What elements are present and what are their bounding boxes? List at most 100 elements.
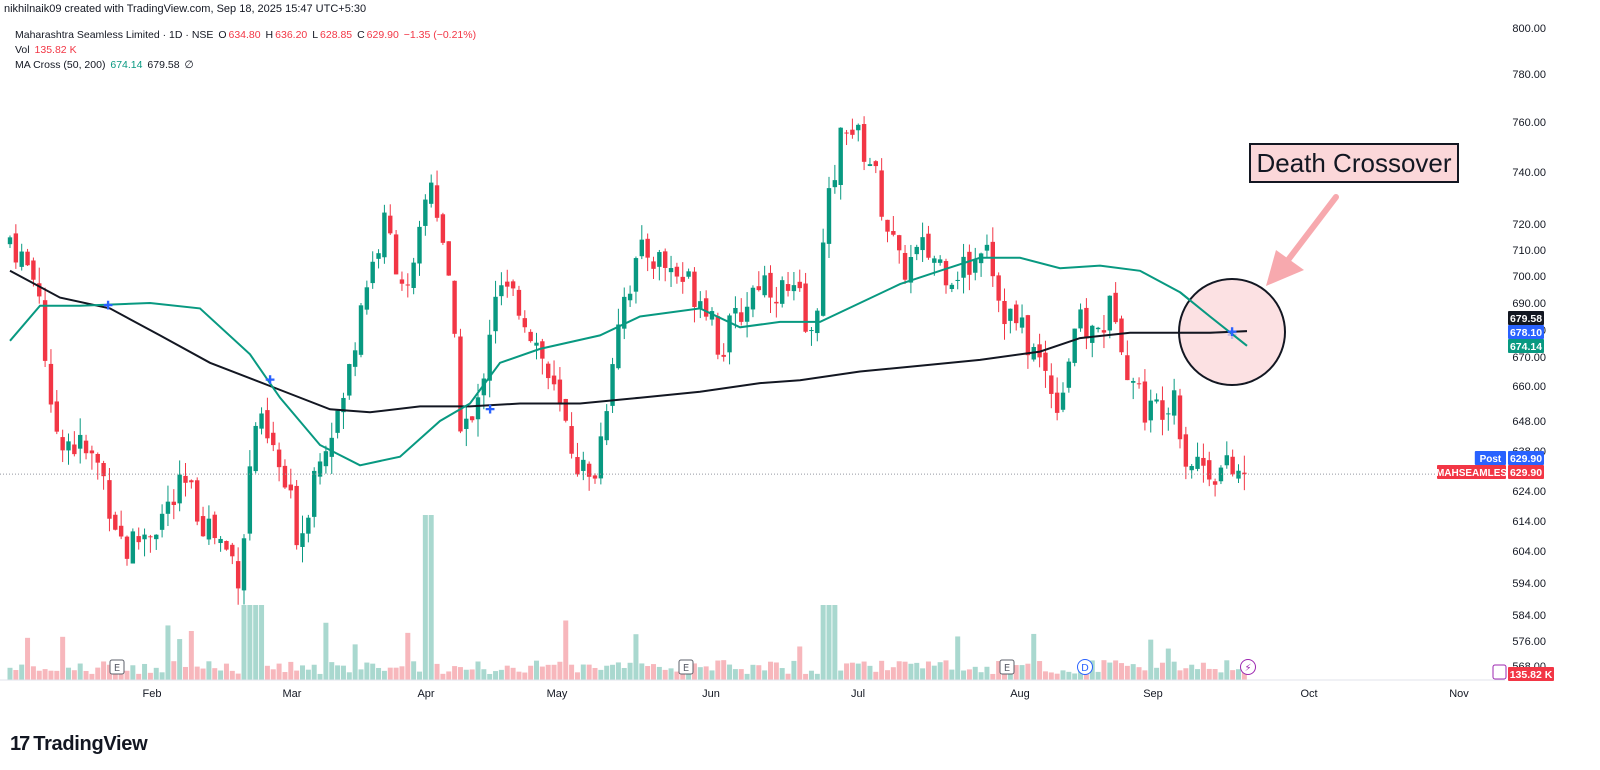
ma-extra: ∅ — [184, 59, 194, 71]
candle-body — [809, 330, 814, 332]
volume-bar — [1195, 669, 1201, 680]
volume-bar — [896, 661, 902, 680]
candle-body — [1189, 465, 1194, 471]
volume-bar — [539, 666, 545, 680]
volume-bar — [756, 665, 762, 680]
candle-body — [376, 253, 381, 259]
volume-bar — [417, 671, 422, 680]
candle-body — [171, 501, 176, 505]
candle-body — [1002, 301, 1007, 325]
volume-bar — [54, 670, 60, 680]
volume-bar — [358, 669, 364, 680]
volume-bar — [206, 661, 212, 680]
open-label: O — [218, 29, 227, 41]
candle-body — [826, 188, 832, 244]
volume-bar — [1113, 660, 1119, 680]
volume-bar — [1154, 667, 1160, 680]
price-badge — [1508, 465, 1544, 479]
volume-bar — [937, 662, 943, 680]
volume-bar — [440, 673, 446, 680]
volume-bar — [563, 620, 569, 680]
volume-bar — [223, 663, 229, 680]
candles — [7, 116, 1247, 605]
volume-bar — [487, 673, 493, 680]
dividend-event-icon — [1077, 659, 1093, 675]
candle-body — [1212, 481, 1218, 485]
price-axis: 800.00 780.00 760.00 740.00 720.00 710.00 700.… — [1512, 23, 1546, 673]
month-label: Aug — [1010, 688, 1030, 700]
volume-bar — [656, 666, 662, 680]
volume-bar — [885, 670, 890, 680]
candle-body — [1090, 325, 1095, 343]
callout-arrowhead — [1266, 250, 1304, 286]
candle-body — [499, 285, 504, 297]
candle-body — [1008, 308, 1013, 321]
candle-body — [31, 260, 36, 280]
volume-bar — [124, 670, 130, 680]
candle-body — [1218, 467, 1224, 482]
volume-bar — [1042, 671, 1048, 680]
candle-body — [1084, 307, 1089, 339]
volume-bar — [422, 515, 428, 680]
month-label: Mar — [283, 688, 302, 700]
price-tick-label: 670.00 — [1512, 352, 1546, 364]
candle-body — [235, 561, 241, 589]
volume-bar — [1189, 664, 1195, 680]
volume-bar — [83, 670, 89, 680]
candle-body — [668, 268, 674, 273]
candle-body — [967, 251, 972, 275]
volume-bar — [949, 669, 955, 680]
symbol-legend: Maharashtra Seamless Limited · 1D · NSE … — [15, 29, 478, 41]
volume-bar — [142, 663, 148, 680]
price-tick-label: 800.00 — [1512, 23, 1546, 35]
candle-body — [756, 286, 761, 291]
volume-bar — [147, 672, 153, 680]
price-tick-label: 660.00 — [1512, 381, 1546, 393]
volume-bar — [364, 662, 370, 680]
candle-body — [569, 426, 574, 454]
volume-bar — [171, 661, 177, 680]
low-label: L — [312, 29, 319, 41]
volume-bar — [282, 672, 288, 680]
candle-body — [516, 289, 522, 316]
candle-body — [739, 312, 744, 322]
volume-legend: Vol 135.82 K — [15, 44, 79, 56]
split-event-icon — [1240, 659, 1256, 675]
volume-bar — [966, 669, 972, 680]
change-value: −1.35 (−0.21%) — [403, 29, 477, 41]
candle-body — [592, 475, 598, 479]
candle-body — [177, 474, 182, 504]
volume-bar — [130, 665, 136, 680]
candle-body — [37, 283, 42, 297]
volume-bar — [1066, 671, 1072, 680]
volume-bar — [457, 667, 463, 680]
candle-body — [54, 401, 59, 432]
price-tick-label: 624.00 — [1512, 486, 1546, 498]
candle-body — [1119, 318, 1124, 353]
price-tick-label: 594.00 — [1512, 578, 1546, 590]
volume-bar — [276, 663, 282, 680]
candle-body — [1049, 375, 1054, 394]
candle-body — [762, 275, 767, 296]
candle-body — [1201, 457, 1206, 466]
candle-body — [768, 272, 773, 298]
volume-bar — [376, 667, 382, 680]
volume-bar — [773, 662, 779, 680]
price-tick-label: 710.00 — [1512, 245, 1546, 257]
volume-bar — [200, 668, 206, 680]
volume-bar — [393, 667, 399, 680]
tradingview-logo[interactable]: 17 TradingView — [10, 733, 148, 756]
candle-body — [803, 283, 808, 332]
candle-body — [1142, 381, 1148, 423]
candle-body — [458, 336, 463, 432]
volume-bar — [1054, 673, 1060, 680]
volume-bar — [1148, 639, 1154, 680]
volume-bar — [803, 673, 809, 680]
candle-body — [522, 318, 527, 328]
candle-body — [241, 538, 247, 591]
volume-bar — [820, 605, 826, 680]
volume-bar — [270, 669, 276, 680]
candle-body — [1224, 455, 1229, 466]
candle-body — [639, 239, 644, 257]
